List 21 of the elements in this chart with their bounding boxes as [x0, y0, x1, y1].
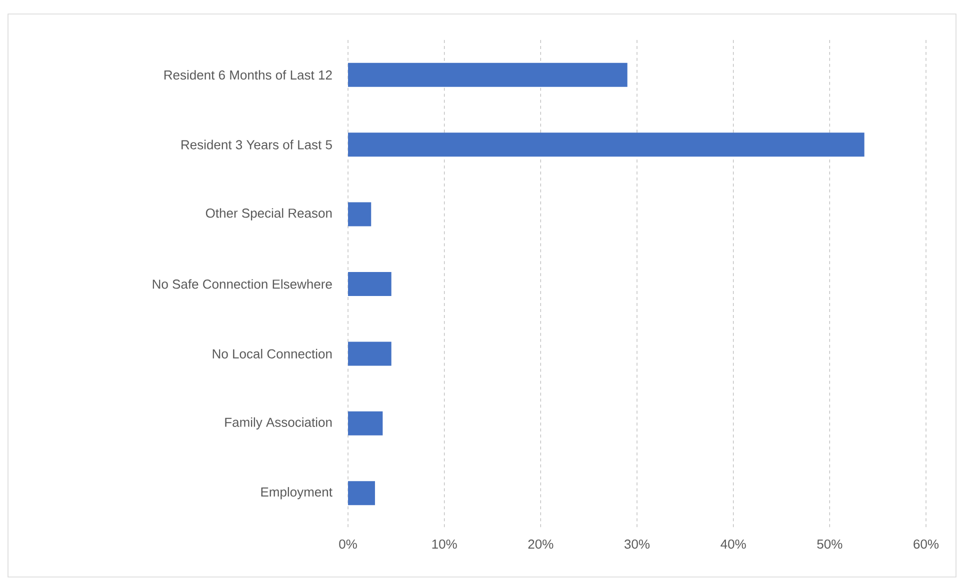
y-tick-label: No Local Connection: [212, 348, 332, 358]
bar: [348, 62, 628, 87]
y-tick-label: Resident 6 Months of Last 12: [164, 70, 332, 80]
x-tick-label: 50%: [817, 540, 842, 549]
x-tick-label: 0%: [339, 540, 357, 549]
bar: [348, 342, 392, 366]
y-tick-label: Family Association: [225, 417, 332, 430]
y-tick-label: Other Special Reason: [206, 208, 332, 220]
x-tick-label: 30%: [624, 540, 650, 549]
bar: [348, 132, 864, 157]
x-tick-label: 60%: [914, 540, 939, 549]
y-tick-label: Resident 3 Years of Last 5: [182, 140, 332, 150]
y-tick-label: No Safe Connection Elsewhere: [152, 279, 332, 289]
bar: [348, 202, 372, 226]
y-tick-label: Employment: [261, 487, 332, 500]
x-tick-label: 40%: [720, 540, 746, 549]
x-tick-label: 10%: [432, 540, 457, 549]
bar: [348, 481, 375, 506]
x-tick-label: 20%: [528, 540, 554, 549]
bar: [348, 272, 392, 296]
bar: [348, 411, 383, 436]
